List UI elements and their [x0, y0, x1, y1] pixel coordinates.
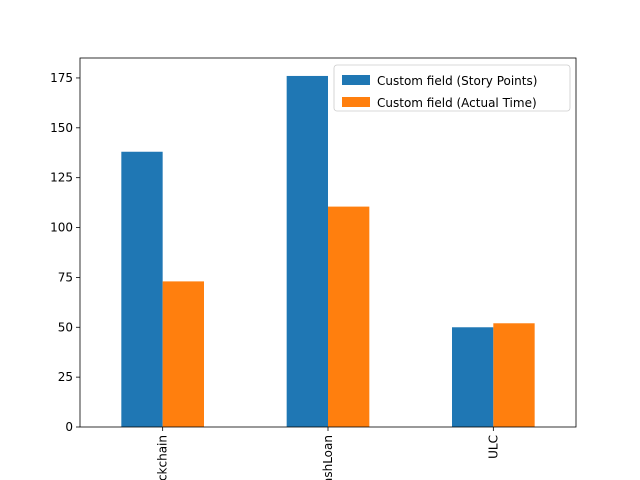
y-tick-label: 0 — [65, 420, 73, 434]
legend-swatch-story-points — [342, 75, 370, 85]
bar-actual-time-flashloan — [328, 206, 370, 427]
bars-layer — [121, 75, 535, 427]
bar-actual-time-ulc — [493, 323, 535, 427]
axes-layer: 0 25 50 75 100 125 150 175 Blockchain FlashLoan UL… — [50, 57, 577, 480]
bar-story-points-flashloan — [286, 75, 328, 427]
y-tick-label: 125 — [50, 171, 73, 185]
y-tick-label: 50 — [58, 320, 73, 334]
legend-swatch-actual-time — [342, 97, 370, 107]
legend: Custom field (Story Points) Custom field … — [333, 64, 571, 112]
x-tick-label: FlashLoan — [321, 435, 335, 480]
y-tick-label: 150 — [50, 121, 73, 135]
bar-story-points-blockchain — [121, 151, 163, 427]
legend-box — [333, 64, 571, 112]
y-tick-label: 175 — [50, 71, 73, 85]
y-tick-label: 75 — [58, 270, 73, 284]
bar-actual-time-blockchain — [162, 281, 204, 427]
bar-story-points-ulc — [452, 327, 494, 427]
legend-label-actual-time: Custom field (Actual Time) — [377, 96, 537, 110]
y-tick-label: 25 — [58, 370, 73, 384]
y-tick-label: 100 — [50, 221, 73, 235]
x-tick-label: Blockchain — [156, 435, 170, 480]
x-tick-label: ULC — [486, 435, 500, 459]
legend-label-story-points: Custom field (Story Points) — [377, 74, 537, 88]
